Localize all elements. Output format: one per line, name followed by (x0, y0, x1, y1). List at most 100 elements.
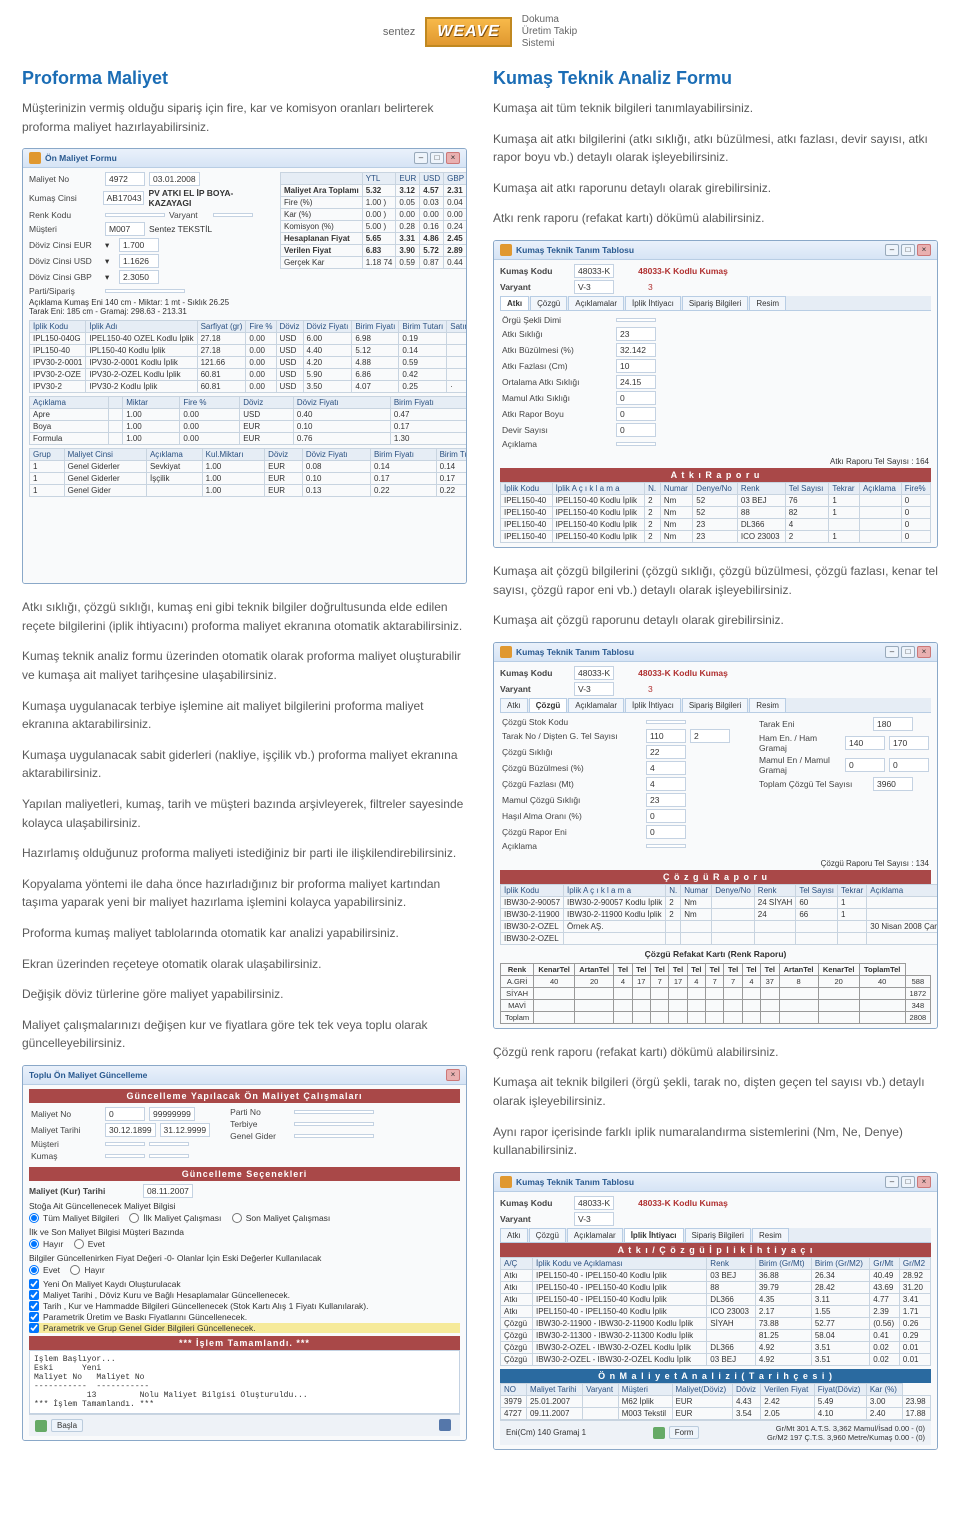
check-opt[interactable] (29, 1279, 39, 1289)
brand-name: sentez (383, 26, 415, 38)
kumas-cinsi[interactable]: AB17043 (103, 191, 145, 205)
kumas-kodu[interactable]: 48033-K (574, 264, 614, 278)
maximize-icon[interactable]: □ (901, 646, 915, 658)
tab[interactable]: Açıklamalar (568, 698, 624, 712)
close-icon[interactable]: × (917, 1176, 931, 1188)
radio-opt[interactable] (129, 1213, 139, 1223)
tab[interactable]: İplik İhtiyacı (624, 1228, 684, 1242)
tab[interactable]: Atkı (500, 1228, 528, 1242)
maliyet-no[interactable]: 4972 (105, 172, 145, 186)
radio-opt[interactable] (74, 1239, 84, 1249)
tab[interactable]: Açıklamalar (567, 1228, 623, 1242)
tab[interactable]: İplik İhtiyacı (625, 296, 681, 310)
varyant-n: 3 (648, 684, 653, 694)
varyant-kodu[interactable]: V-3 (574, 682, 614, 696)
basla-button[interactable]: Başla (51, 1419, 83, 1432)
body-para: Proforma kumaş maliyet tablolarında otom… (22, 924, 467, 943)
band-ihtiyac: A t k ı / Ç ö z g ü İ p l i k İ h t i y … (500, 1243, 931, 1257)
musteri-ad: Sentez TEKSTİL (149, 224, 212, 234)
body-para: Atkı sıklığı, çözgü sıklığı, kumaş eni g… (22, 598, 467, 635)
parti-sip[interactable] (105, 289, 185, 293)
app-icon (500, 1176, 512, 1188)
check-opt[interactable] (29, 1290, 39, 1300)
body-para: Maliyet çalışmalarınızı değişen kur ve f… (22, 1016, 467, 1053)
doviz-gbp[interactable]: 2.3050 (119, 270, 159, 284)
rapor-note: Çözgü Raporu Tel Sayısı : 134 (500, 857, 931, 870)
ihtiyac-grid[interactable]: A/Çİplik Kodu ve AçıklamasıRenkBirim (Gr… (500, 1257, 931, 1366)
refakat-table: RenkKenarTelArtanTelTelTelTelTelTelTelTe… (500, 963, 931, 1024)
tab[interactable]: Sipariş Bilgileri (682, 698, 748, 712)
rapor-note: Atkı Raporu Tel Sayısı : 164 (500, 455, 931, 468)
renk-kodu[interactable] (105, 213, 165, 217)
gider-grid[interactable]: GrupMaliyet CinsiAçıklamaKul.MiktarıDövi… (29, 448, 467, 497)
tab[interactable]: Çözgü (530, 296, 567, 310)
right-intro: Kumaşa ait tüm teknik bilgileri tanımlay… (493, 99, 938, 118)
body-para: Ekran üzerinden reçeteye otomatik olarak… (22, 955, 467, 974)
left-column: Proforma Maliyet Müşterinizin vermiş old… (22, 68, 467, 1464)
close-icon[interactable]: × (446, 152, 460, 164)
tab[interactable]: Çözgü (529, 1228, 566, 1242)
kur-tarih[interactable]: 08.11.2007 (143, 1184, 193, 1198)
product-tagline: Dokuma Üretim Takip Sistemi (522, 14, 577, 50)
kumas-kodu[interactable]: 48033-K (574, 1196, 614, 1210)
app-icon (500, 244, 512, 256)
window-on-maliyet: Ön Maliyet Formu – □ × Maliyet No497203.… (22, 148, 467, 584)
body-para: Kumaşa ait atkı bilgilerini (atkı sıklığ… (493, 130, 938, 167)
check-opt[interactable] (29, 1312, 39, 1322)
varyant[interactable] (213, 213, 253, 217)
iplik-grid[interactable]: İplik Koduİplik AdıSarfiyat (gr)Fire %Dö… (29, 320, 467, 393)
radio-opt[interactable] (70, 1265, 80, 1275)
exit-icon[interactable] (439, 1419, 451, 1431)
body-para: Kumaşa uygulanacak terbiye işlemine ait … (22, 697, 467, 734)
body-para: Kumaşa ait çözgü bilgilerini (çözgü sıkl… (493, 562, 938, 599)
tab[interactable]: İplik İhtiyacı (625, 698, 681, 712)
radio-opt[interactable] (29, 1265, 39, 1275)
body-para: Yapılan maliyetleri, kumaş, tarih ve müş… (22, 795, 467, 832)
doviz-usd[interactable]: 1.1626 (119, 254, 159, 268)
brand-header: sentez WEAVE Dokuma Üretim Takip Sistemi (22, 14, 938, 50)
radio-opt[interactable] (29, 1213, 39, 1223)
close-icon[interactable]: × (917, 244, 931, 256)
window-teknik-ihtiyac: Kumaş Teknik Tanım Tablosu –□× Kumaş Kod… (493, 1172, 938, 1450)
varyant-kodu[interactable]: V-3 (574, 1212, 614, 1226)
form-button[interactable]: Form (669, 1426, 700, 1439)
kumas-ad: 48033-K Kodlu Kumaş (638, 668, 728, 678)
maximize-icon[interactable]: □ (901, 1176, 915, 1188)
minimize-icon[interactable]: – (885, 1176, 899, 1188)
radio-opt[interactable] (29, 1239, 39, 1249)
tab[interactable]: Atkı (500, 698, 528, 712)
q2-label: İlk ve Son Maliyet Bilgisi Müşteri Bazın… (29, 1227, 460, 1237)
tab[interactable]: Çözgü (529, 698, 567, 712)
tab[interactable]: Resim (752, 1228, 789, 1242)
tab[interactable]: Sipariş Bilgileri (682, 296, 748, 310)
band-secenekler: Güncelleme Seçenekleri (29, 1167, 460, 1181)
tab[interactable]: Resim (749, 296, 786, 310)
minimize-icon[interactable]: – (885, 646, 899, 658)
atki-rapor-grid[interactable]: İplik Koduİplik A ç ı k l a m aN.NumarDe… (500, 482, 931, 543)
left-heading: Proforma Maliyet (22, 68, 467, 89)
tab[interactable]: Sipariş Bilgileri (685, 1228, 751, 1242)
cozgu-rapor-grid[interactable]: İplik Koduİplik A ç ı k l a m aN.NumarDe… (500, 884, 938, 945)
close-icon[interactable]: × (917, 646, 931, 658)
close-icon[interactable]: × (446, 1069, 460, 1081)
radio-opt[interactable] (232, 1213, 242, 1223)
doviz-eur[interactable]: 1.700 (119, 238, 159, 252)
body-para: Kumaş teknik analiz formu üzerinden otom… (22, 647, 467, 684)
q1-label: Stoğa Ait Güncellenecek Maliyet Bilgisi (29, 1201, 460, 1211)
maximize-icon[interactable]: □ (901, 244, 915, 256)
tarihce-grid[interactable]: NOMaliyet TarihiVaryantMüşteriMaliyet(Dö… (500, 1383, 931, 1420)
maliyet-tarih[interactable]: 03.01.2008 (149, 172, 200, 186)
tab[interactable]: Açıklamalar (568, 296, 624, 310)
check-opt[interactable] (29, 1301, 39, 1311)
tab[interactable]: Resim (749, 698, 786, 712)
varyant-kodu[interactable]: V-3 (574, 280, 614, 294)
check-opt[interactable] (29, 1323, 39, 1333)
kumas-kodu[interactable]: 48033-K (574, 666, 614, 680)
band-atki-raporu: A t k ı R a p o r u (500, 468, 931, 482)
musteri[interactable]: M007 (105, 222, 145, 236)
minimize-icon[interactable]: – (885, 244, 899, 256)
maximize-icon[interactable]: □ (430, 152, 444, 164)
tab[interactable]: Atkı (500, 296, 529, 310)
sub-grid[interactable]: AçıklamaMiktarFire %DövizDöviz FiyatıBir… (29, 396, 467, 445)
minimize-icon[interactable]: – (414, 152, 428, 164)
